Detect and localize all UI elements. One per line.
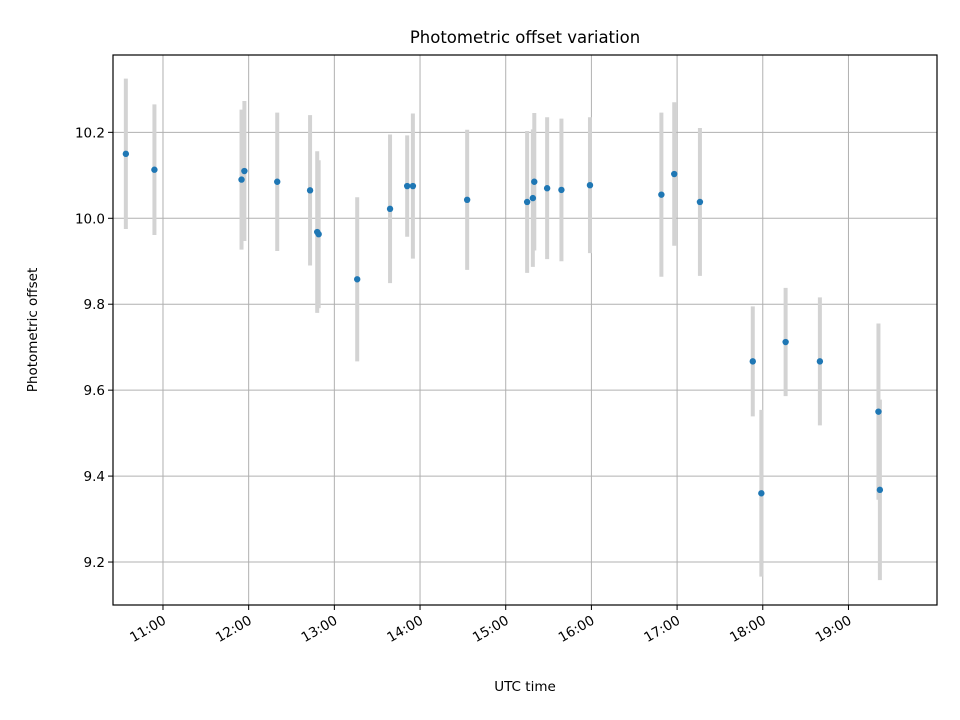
data-point — [816, 358, 824, 365]
y-tick-label: 9.8 — [84, 297, 105, 313]
y-tick-label: 10.2 — [75, 125, 105, 141]
data-point — [671, 170, 678, 178]
data-point — [306, 187, 314, 194]
data-point — [523, 198, 531, 206]
data-point — [274, 178, 281, 185]
plot-frame — [112, 54, 938, 606]
data-point — [782, 338, 789, 346]
data-point — [875, 408, 882, 415]
data-point — [558, 186, 565, 194]
data-point — [241, 167, 248, 175]
y-axis-label: Photometric offset — [25, 268, 41, 392]
data-point — [386, 205, 394, 213]
data-point — [658, 191, 665, 198]
y-tick-label: 9.2 — [84, 555, 105, 571]
data-point — [529, 194, 537, 202]
data-point — [238, 176, 245, 183]
data-point — [531, 178, 538, 185]
data-point — [586, 181, 594, 189]
data-point — [876, 486, 884, 494]
data-point — [543, 185, 551, 192]
data-point — [696, 198, 704, 206]
chart-title: Photometric offset variation — [410, 28, 640, 47]
y-tick-label: 10.0 — [75, 211, 105, 227]
data-point — [409, 182, 417, 190]
data-point — [354, 276, 361, 283]
data-point — [122, 150, 130, 158]
data-point — [151, 166, 158, 173]
data-point — [315, 230, 322, 238]
x-axis-label: UTC time — [494, 679, 556, 695]
data-points — [122, 150, 884, 497]
data-point — [463, 196, 471, 204]
y-tick-label: 9.4 — [84, 469, 105, 485]
data-point — [749, 358, 756, 365]
y-tick-label: 9.6 — [84, 383, 105, 399]
data-point — [758, 490, 765, 497]
data-point — [403, 182, 411, 190]
